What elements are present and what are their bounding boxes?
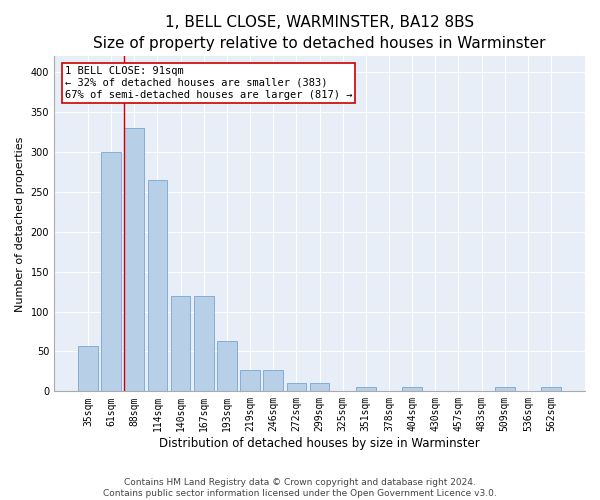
Bar	[287, 384, 306, 392]
Bar	[541, 388, 561, 392]
Bar	[124, 128, 144, 392]
Bar	[356, 388, 376, 392]
Bar	[402, 388, 422, 392]
Bar	[310, 384, 329, 392]
Bar	[495, 388, 515, 392]
X-axis label: Distribution of detached houses by size in Warminster: Distribution of detached houses by size …	[159, 437, 480, 450]
Text: Contains HM Land Registry data © Crown copyright and database right 2024.
Contai: Contains HM Land Registry data © Crown c…	[103, 478, 497, 498]
Bar	[240, 370, 260, 392]
Text: 1 BELL CLOSE: 91sqm
← 32% of detached houses are smaller (383)
67% of semi-detac: 1 BELL CLOSE: 91sqm ← 32% of detached ho…	[65, 66, 352, 100]
Bar	[101, 152, 121, 392]
Y-axis label: Number of detached properties: Number of detached properties	[15, 136, 25, 312]
Bar	[148, 180, 167, 392]
Bar	[78, 346, 98, 392]
Bar	[263, 370, 283, 392]
Bar	[194, 296, 214, 392]
Title: 1, BELL CLOSE, WARMINSTER, BA12 8BS
Size of property relative to detached houses: 1, BELL CLOSE, WARMINSTER, BA12 8BS Size…	[93, 15, 546, 51]
Bar	[217, 341, 237, 392]
Bar	[171, 296, 190, 392]
